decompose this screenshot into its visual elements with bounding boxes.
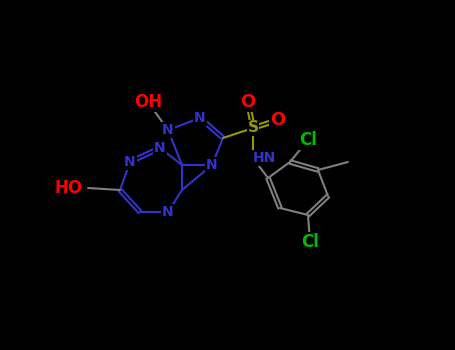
Text: N: N bbox=[162, 205, 174, 219]
Text: Cl: Cl bbox=[299, 131, 317, 149]
Text: O: O bbox=[270, 111, 286, 129]
Text: N: N bbox=[194, 111, 206, 125]
Text: N: N bbox=[162, 123, 174, 137]
Text: Cl: Cl bbox=[301, 233, 319, 251]
Text: OH: OH bbox=[134, 93, 162, 111]
Text: N: N bbox=[124, 155, 136, 169]
Text: HN: HN bbox=[253, 151, 276, 165]
Text: N: N bbox=[154, 141, 166, 155]
Text: S: S bbox=[248, 120, 258, 135]
Text: HO: HO bbox=[55, 179, 83, 197]
Text: N: N bbox=[206, 158, 218, 172]
Text: O: O bbox=[240, 93, 256, 111]
